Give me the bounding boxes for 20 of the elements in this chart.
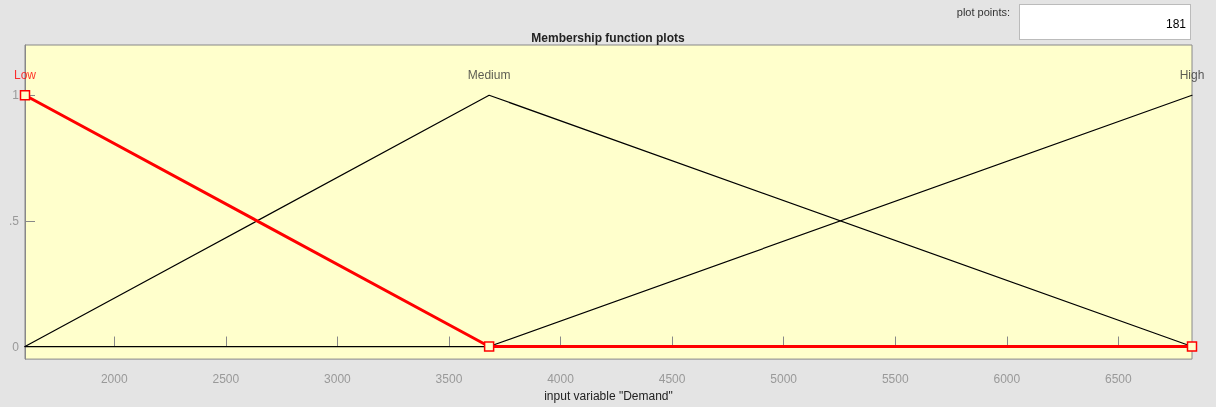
x-tick-label: 4000: [547, 372, 575, 387]
x-tick-label: 5500: [881, 372, 909, 387]
x-tick-label: 6000: [993, 372, 1021, 387]
chart-title: Membership function plots: [531, 31, 685, 45]
x-tick-label: 3500: [435, 372, 463, 387]
y-tick-label: 1: [12, 88, 20, 103]
series-label: Medium: [467, 68, 511, 83]
x-tick-label: 5000: [770, 372, 798, 387]
x-tick-label: 2000: [100, 372, 128, 387]
x-tick-label: 2500: [212, 372, 240, 387]
series-label: Low: [13, 68, 37, 83]
y-tick-label: 0: [12, 339, 20, 354]
series-label: High: [1179, 68, 1205, 83]
text-field: 181: [1019, 4, 1191, 40]
x-tick-label: 4500: [658, 372, 686, 387]
x-axis-title: input variable "Demand": [544, 389, 673, 403]
x-tick-label: 6500: [1105, 372, 1133, 387]
y-tick-label: .5: [8, 213, 20, 228]
text: plot points:: [955, 6, 1010, 18]
x-tick-label: 3000: [324, 372, 352, 387]
